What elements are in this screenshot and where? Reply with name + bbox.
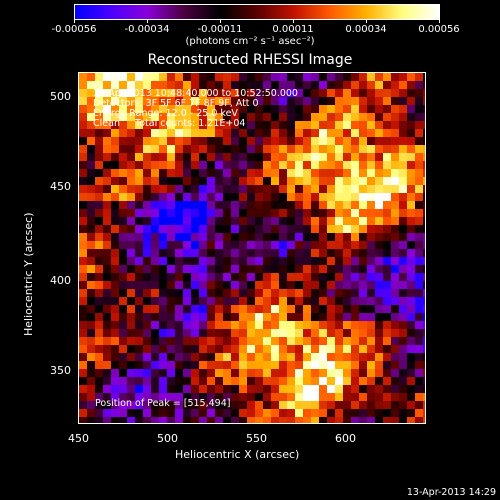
x-axis-label: Heliocentric X (arcsec) (175, 448, 300, 461)
overlay-clean-counts: Clean Total counts: 1.21E+04 (93, 118, 246, 129)
colorbar-tick (366, 20, 367, 23)
colorbar-units: (photons cm⁻² s⁻¹ asec⁻²) (185, 36, 315, 47)
colorbar-tick (147, 20, 148, 23)
y-tick-500: 500 (50, 90, 71, 103)
colorbar-tick (439, 20, 440, 23)
x-tick-450: 450 (68, 432, 89, 445)
colorbar-tick (74, 20, 75, 23)
plot-timestamp: 13-Apr-2013 14:29 (406, 487, 496, 498)
y-axis-label: Heliocentric Y (arcsec) (22, 212, 35, 336)
y-tick-450: 450 (50, 180, 71, 193)
x-tick-550: 550 (246, 432, 267, 445)
colorbar-tick-label: -0.00011 (197, 24, 243, 35)
overlay-energy-range: Energy Range: 12.0 - 25.0 keV (93, 108, 238, 119)
rhessi-image-map (79, 73, 425, 423)
overlay-detectors: Detectors: 3F 5F 6F 7F 8F 9F, Att 0 (93, 98, 259, 109)
overlay-peak-position: Position of Peak = [515,494] (95, 398, 231, 409)
rhessi-image-plot: 12-Apr-2013 10:48:40.000 to 10:52:50.000… (78, 72, 426, 424)
colorbar-tick-label: 0.00011 (272, 24, 314, 35)
colorbar-tick-label: 0.00034 (345, 24, 387, 35)
y-tick-350: 350 (50, 364, 71, 377)
colorbar-tick (220, 20, 221, 23)
colorbar (74, 4, 440, 20)
colorbar-tick-label: -0.00056 (51, 24, 97, 35)
x-tick-500: 500 (157, 432, 178, 445)
map-pixels (79, 73, 425, 423)
overlay-time-range: 12-Apr-2013 10:48:40.000 to 10:52:50.000 (93, 88, 298, 99)
image-title: Reconstructed RHESSI Image (147, 52, 353, 68)
colorbar-tick-label: 0.00056 (418, 24, 460, 35)
colorbar-tick (293, 20, 294, 23)
colorbar-tick-label: -0.00034 (124, 24, 170, 35)
y-tick-400: 400 (50, 274, 71, 287)
x-tick-600: 600 (335, 432, 356, 445)
